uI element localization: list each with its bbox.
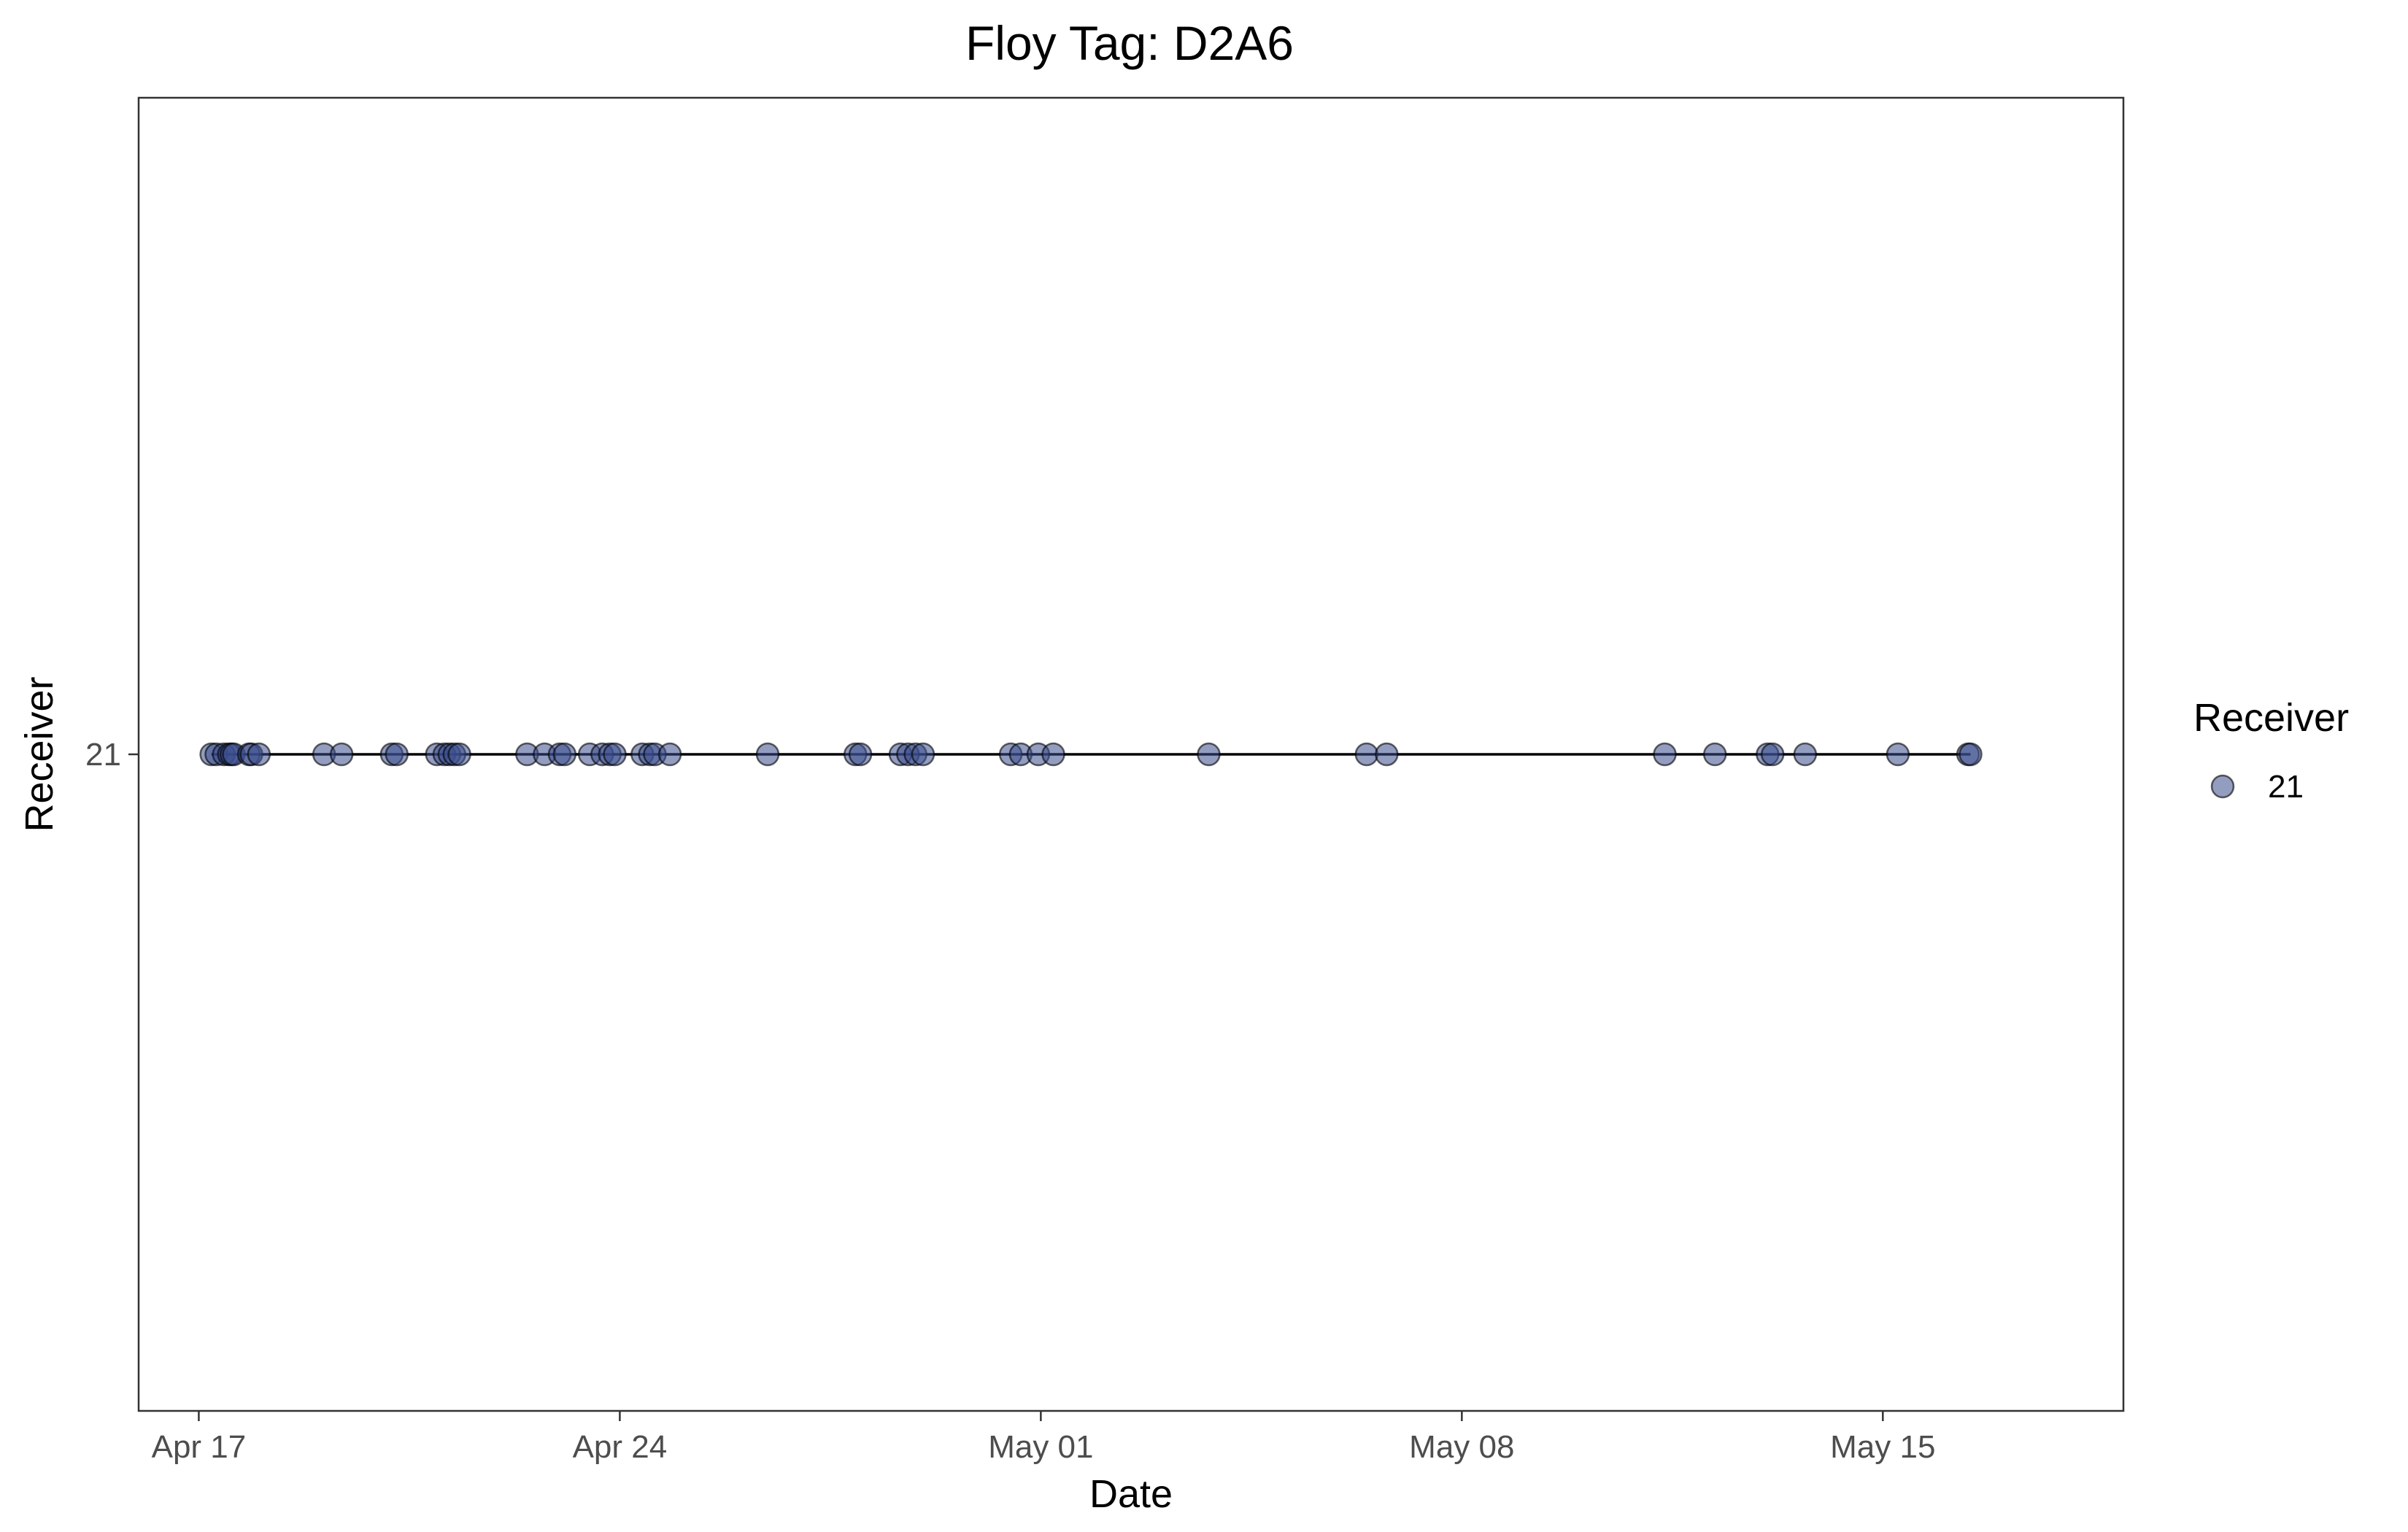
x-tick-label: May 01 — [988, 1429, 1093, 1465]
x-tick-label: May 15 — [1830, 1429, 1935, 1465]
x-tick-label: Apr 24 — [573, 1429, 668, 1465]
data-point — [848, 742, 873, 767]
y-axis: 21 — [85, 737, 139, 773]
data-points — [199, 742, 1983, 767]
data-point — [447, 742, 471, 767]
x-tick-label: May 08 — [1409, 1429, 1514, 1465]
data-point — [1702, 742, 1727, 767]
data-point — [911, 742, 935, 767]
data-point — [1375, 742, 1399, 767]
data-point — [1959, 742, 1983, 767]
x-tick-label: Apr 17 — [152, 1429, 247, 1465]
data-point — [1041, 742, 1065, 767]
data-point — [1197, 742, 1221, 767]
data-point — [1653, 742, 1677, 767]
data-point — [755, 742, 780, 767]
data-point — [1793, 742, 1818, 767]
data-point — [1886, 742, 1910, 767]
legend-key-21 — [2210, 774, 2235, 799]
legend-label-21: 21 — [2268, 769, 2304, 805]
data-point — [552, 742, 577, 767]
data-point — [657, 742, 682, 767]
y-axis-title: Receiver — [18, 676, 61, 832]
x-axis-title: Date — [1089, 1472, 1173, 1516]
legend: Receiver 21 — [2193, 696, 2349, 805]
data-point — [385, 742, 409, 767]
data-point — [603, 742, 627, 767]
y-tick-label: 21 — [85, 737, 121, 773]
data-point — [247, 742, 271, 767]
data-point — [1760, 742, 1785, 767]
chart-title: Floy Tag: D2A6 — [965, 16, 1294, 70]
data-point — [329, 742, 354, 767]
legend-title: Receiver — [2193, 696, 2349, 740]
data-point — [1354, 742, 1379, 767]
x-axis: Apr 17 Apr 24 May 01 May 08 May 15 — [152, 1411, 1935, 1465]
